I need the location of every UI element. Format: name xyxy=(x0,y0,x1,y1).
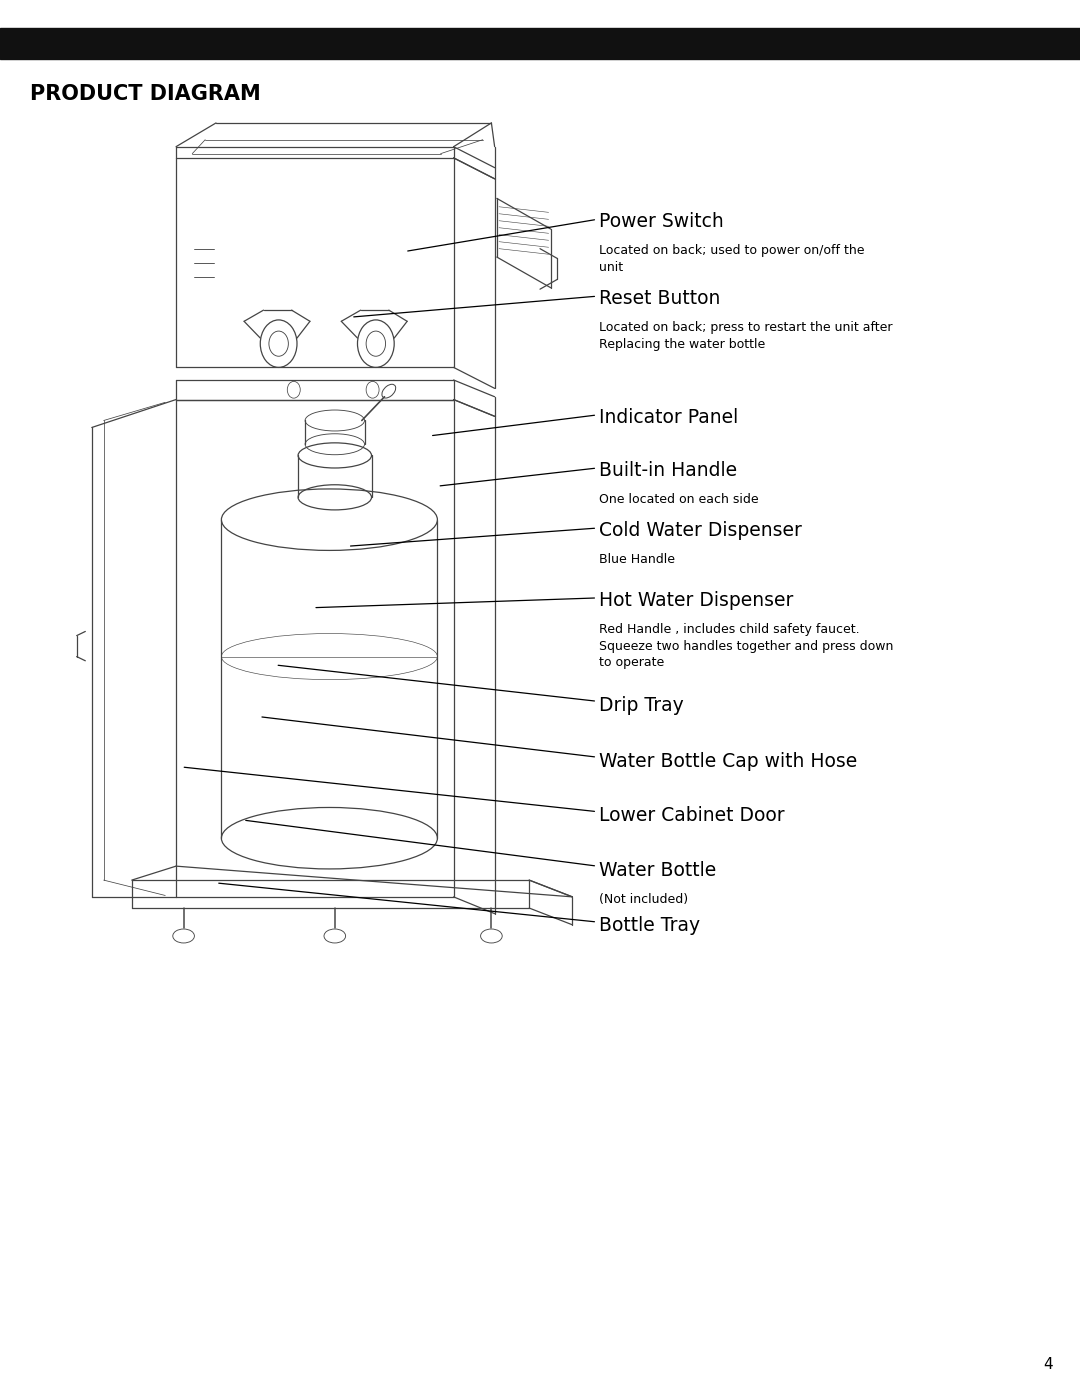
Text: 4: 4 xyxy=(1043,1356,1053,1372)
Text: Located on back; used to power on/off the
unit: Located on back; used to power on/off th… xyxy=(599,244,865,274)
Text: Drip Tray: Drip Tray xyxy=(599,696,684,715)
Text: Red Handle , includes child safety faucet.
Squeeze two handles together and pres: Red Handle , includes child safety fauce… xyxy=(599,623,894,669)
Text: Water Bottle Cap with Hose: Water Bottle Cap with Hose xyxy=(599,752,858,771)
Text: (Not included): (Not included) xyxy=(599,893,689,905)
Text: One located on each side: One located on each side xyxy=(599,493,759,506)
Text: Bottle Tray: Bottle Tray xyxy=(599,916,701,936)
Text: Power Switch: Power Switch xyxy=(599,212,725,232)
Bar xyxy=(0,28,1080,59)
Text: Built-in Handle: Built-in Handle xyxy=(599,461,738,481)
Text: Located on back; press to restart the unit after
Replacing the water bottle: Located on back; press to restart the un… xyxy=(599,321,893,351)
Text: PRODUCT DIAGRAM: PRODUCT DIAGRAM xyxy=(30,84,261,103)
Text: Hot Water Dispenser: Hot Water Dispenser xyxy=(599,591,794,610)
Text: Indicator Panel: Indicator Panel xyxy=(599,408,739,427)
Text: Cold Water Dispenser: Cold Water Dispenser xyxy=(599,521,802,541)
Text: Blue Handle: Blue Handle xyxy=(599,553,675,566)
Text: Reset Button: Reset Button xyxy=(599,289,720,309)
Text: Lower Cabinet Door: Lower Cabinet Door xyxy=(599,806,785,826)
Text: Water Bottle: Water Bottle xyxy=(599,861,717,880)
